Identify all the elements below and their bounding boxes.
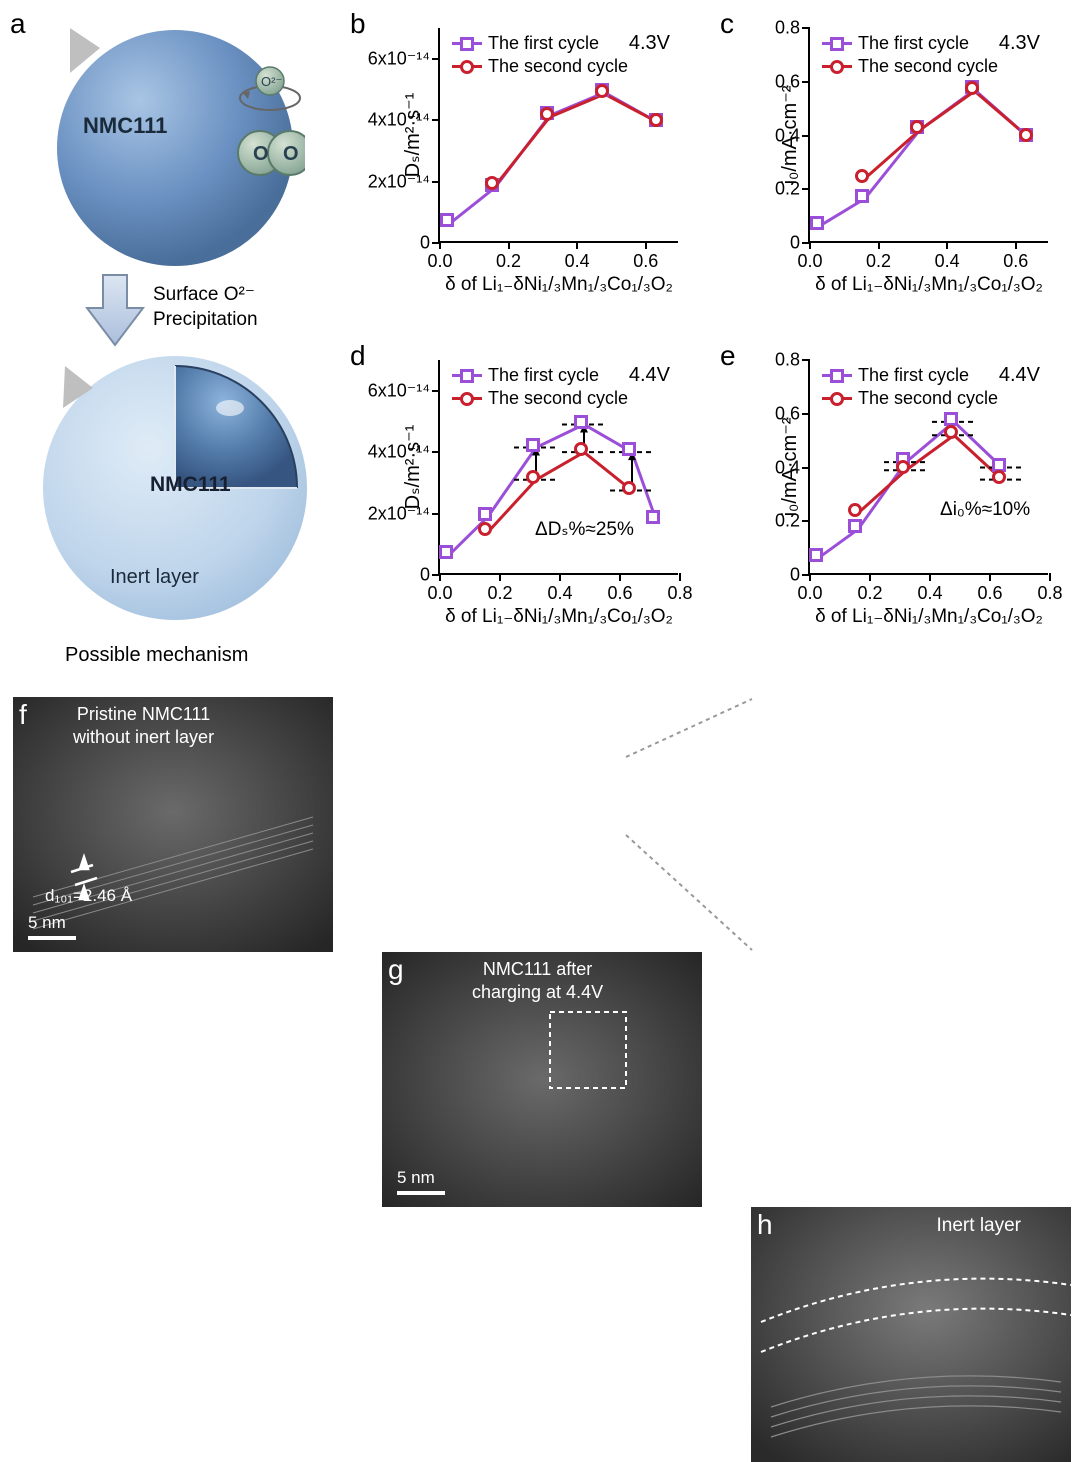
data-marker [944,412,958,426]
data-marker [910,120,924,134]
legend: The first cycleThe second cycle [822,33,998,79]
possible-mechanism: Possible mechanism [65,644,248,667]
data-marker [855,169,869,183]
svg-text:O: O [253,143,269,165]
xtick-label: 0.6 [633,251,658,272]
ylabel: Dₛ/m²·s⁻¹ [400,92,425,177]
svg-text:O²⁻: O²⁻ [261,74,282,89]
data-marker [485,176,499,190]
legend-label: The first cycle [488,365,599,386]
data-marker [622,481,636,495]
xtick-label: 0.2 [857,583,882,604]
data-marker [478,522,492,536]
legend-label: The second cycle [858,56,998,77]
panel-g-label: g [388,954,404,986]
panel-h-tem: h Inert layer [751,1207,1071,1462]
panel-c-chart: c00.20.40.60.80.00.20.40.6i₀/mA·cm⁻²δ of… [720,8,1060,308]
data-marker [855,189,869,203]
d-spacing-label: d₁₀₁=2.46 Å [45,886,132,906]
xtick-label: 0.4 [935,251,960,272]
sphere-bottom: NMC111 Inert layer [35,348,315,628]
panel-d-chart: d02x10⁻¹⁴4x10⁻¹⁴6x10⁻¹⁴0.00.20.40.60.8Dₛ… [350,340,690,640]
inert-layer-label: Inert layer [110,566,199,589]
svg-text:O: O [283,143,299,165]
xlabel: δ of Li₁₋δNi₁/₃Mn₁/₃Co₁/₃O₂ [445,273,673,296]
xtick-label: 0.8 [667,583,692,604]
data-marker [440,213,454,227]
data-marker [439,545,453,559]
ytick-label: 0.8 [775,18,800,39]
data-marker [809,548,823,562]
panel-g-title: NMC111 after charging at 4.4V [472,958,603,1003]
data-marker [965,81,979,95]
panel-label: c [720,8,734,40]
panel-a-schematic: a O²⁻ O O NMC111 Surface O²⁻ Precipitati… [10,8,330,668]
xtick-label: 0.2 [866,251,891,272]
xtick-label: 0.8 [1037,583,1062,604]
data-marker [595,84,609,98]
panel-b-chart: b02x10⁻¹⁴4x10⁻¹⁴6x10⁻¹⁴0.00.20.40.6Dₛ/m²… [350,8,690,308]
xtick-label: 0.0 [797,583,822,604]
xtick-label: 0.4 [547,583,572,604]
panel-h-label: h [757,1209,773,1241]
xtick-label: 0.4 [565,251,590,272]
scalebar-f: 5 nm [28,913,76,940]
legend: The first cycleThe second cycle [452,33,628,79]
data-marker [810,216,824,230]
ytick-label: 6x10⁻¹⁴ [368,380,430,401]
data-marker [646,510,660,524]
panel-f-label: f [19,699,27,731]
data-marker [526,470,540,484]
data-marker [992,470,1006,484]
legend: The first cycleThe second cycle [452,365,628,411]
data-marker [526,438,540,452]
xtick-label: 0.0 [427,583,452,604]
xtick-label: 0.2 [487,583,512,604]
legend: The first cycleThe second cycle [822,365,998,411]
data-marker [848,519,862,533]
panel-label: d [350,340,366,372]
xtick-label: 0.2 [496,251,521,272]
legend-label: The second cycle [488,388,628,409]
panel-h-title: Inert layer [937,1215,1021,1237]
delta-annotation: ΔDₛ%≈25% [535,518,634,541]
xtick-label: 0.4 [917,583,942,604]
legend-label: The first cycle [858,33,969,54]
xtick-label: 0.6 [977,583,1002,604]
nmc-label-bottom: NMC111 [150,473,231,497]
nmc-label-top: NMC111 [83,113,167,139]
ytick-label: 0.8 [775,350,800,371]
xlabel: δ of Li₁₋δNi₁/₃Mn₁/₃Co₁/₃O₂ [815,605,1043,628]
data-marker [478,507,492,521]
panel-g-tem: g NMC111 after charging at 4.4V 5 nm [382,952,702,1207]
scalebar-g: 5 nm [397,1168,445,1195]
panel-label: b [350,8,366,40]
xtick-label: 0.0 [427,251,452,272]
xtick-label: 0.0 [797,251,822,272]
data-marker [574,415,588,429]
panel-e-chart: e00.20.40.60.80.00.20.40.60.8i₀/mA·cm⁻²δ… [720,340,1060,640]
panel-f-title: Pristine NMC111 without inert layer [73,703,214,748]
ylabel: Dₛ/m²·s⁻¹ [400,424,425,509]
legend-label: The second cycle [858,388,998,409]
precipitation-label: Surface O²⁻ Precipitation [153,283,258,332]
ylabel: i₀/mA·cm⁻² [777,85,802,184]
xlabel: δ of Li₁₋δNi₁/₃Mn₁/₃Co₁/₃O₂ [815,273,1043,296]
panel-a-label: a [10,8,26,40]
legend-label: The first cycle [858,365,969,386]
ytick-label: 6x10⁻¹⁴ [368,48,430,69]
panel-label: e [720,340,736,372]
xtick-label: 0.6 [1003,251,1028,272]
data-marker [622,442,636,456]
xtick-label: 0.6 [607,583,632,604]
delta-annotation: Δi₀%≈10% [940,499,1030,521]
xlabel: δ of Li₁₋δNi₁/₃Mn₁/₃Co₁/₃O₂ [445,605,673,628]
ylabel: i₀/mA·cm⁻² [777,417,802,516]
legend-label: The second cycle [488,56,628,77]
legend-label: The first cycle [488,33,599,54]
sphere-top: O²⁻ O O NMC111 [45,23,305,273]
panel-f-tem: f Pristine NMC111 without inert layer d₁… [13,697,333,952]
data-marker [540,107,554,121]
